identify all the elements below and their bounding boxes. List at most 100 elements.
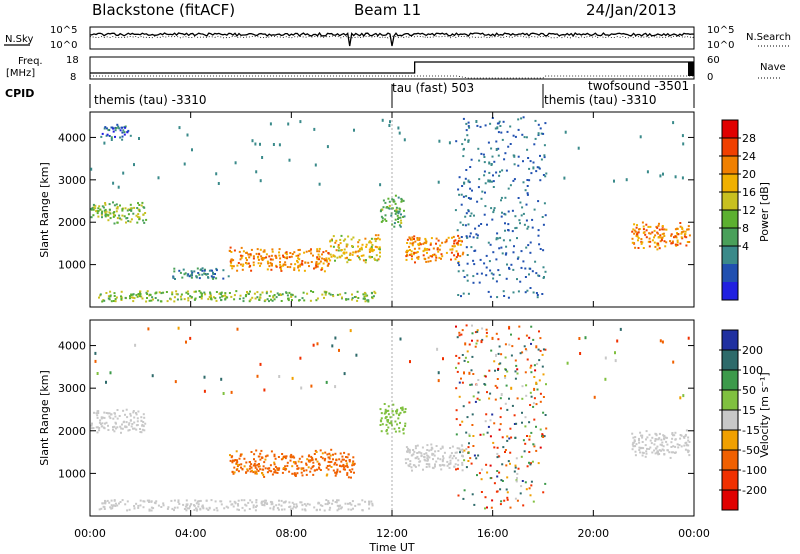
scatter-cell — [302, 467, 305, 470]
scatter-cell — [382, 199, 385, 202]
scatter-cell — [489, 419, 492, 422]
scatter-cell — [104, 215, 107, 218]
scatter-cell — [464, 215, 467, 218]
scatter-cell — [672, 121, 675, 125]
scatter-cell — [409, 249, 411, 251]
scatter-cell — [94, 351, 97, 355]
scatter-cell — [653, 241, 656, 244]
scatter-cell — [127, 208, 130, 211]
scatter-cell — [653, 443, 656, 446]
scatter-cell — [290, 293, 293, 296]
scatter-cell — [120, 427, 123, 430]
scatter-cell — [101, 132, 104, 135]
scatter-cell — [135, 294, 138, 297]
scatter-cell — [633, 223, 636, 226]
scatter-cell — [535, 449, 538, 452]
scatter-cell — [310, 248, 312, 251]
scatter-cell — [243, 509, 246, 512]
scatter-cell — [297, 460, 300, 463]
scatter-cell — [534, 119, 537, 122]
scatter-cell — [103, 299, 106, 302]
scatter-cell — [513, 423, 516, 425]
scatter-cell — [349, 259, 352, 261]
scatter-cell — [485, 274, 488, 277]
scatter-cell — [658, 228, 661, 231]
scatter-cell — [458, 356, 461, 359]
scatter-cell — [287, 299, 290, 302]
scatter-cell — [544, 214, 547, 217]
scatter-cell — [108, 412, 111, 415]
scatter-cell — [455, 433, 458, 436]
scatter-cell — [537, 229, 540, 232]
scatter-cell — [272, 468, 275, 471]
scatter-cell — [467, 197, 470, 199]
scatter-cell — [133, 416, 136, 419]
scatter-cell — [178, 502, 181, 505]
scatter-cell — [365, 245, 368, 248]
scatter-cell — [438, 248, 441, 251]
scatter-cell — [251, 469, 254, 472]
scatter-cell — [303, 299, 306, 302]
scatter-cell — [457, 260, 460, 263]
scatter-cell — [278, 248, 281, 251]
scatter-cell — [441, 446, 444, 449]
scatter-cell — [96, 416, 99, 419]
scatter-cell — [363, 297, 366, 300]
colorbar-swatch — [722, 430, 738, 451]
scatter-cell — [658, 432, 661, 435]
scatter-cell — [181, 276, 184, 279]
scatter-cell — [315, 509, 318, 512]
scatter-cell — [105, 421, 108, 424]
scatter-cell — [261, 456, 264, 459]
scatter-cell — [213, 508, 216, 511]
scatter-cell — [430, 448, 433, 451]
scatter-cell — [230, 251, 233, 253]
scatter-cell — [479, 125, 482, 128]
scatter-cell — [332, 254, 335, 257]
scatter-cell — [683, 444, 686, 447]
scatter-cell — [312, 291, 315, 293]
scatter-cell — [314, 469, 317, 472]
scatter-cell — [469, 187, 472, 190]
scatter-cell — [676, 443, 679, 446]
scatter-cell — [130, 425, 133, 428]
scatter-cell — [324, 503, 327, 506]
scatter-cell — [480, 468, 483, 471]
scatter-cell — [500, 196, 503, 199]
scatter-cell — [245, 259, 248, 262]
scatter-cell — [660, 449, 663, 452]
scatter-cell — [383, 403, 386, 405]
scatter-cell — [98, 429, 101, 432]
scatter-cell — [457, 459, 460, 462]
scatter-cell — [507, 145, 510, 148]
scatter-cell — [400, 222, 403, 224]
scatter-cell — [493, 482, 496, 485]
scatter-cell — [250, 466, 253, 469]
scatter-cell — [124, 207, 127, 210]
scatter-cell — [256, 463, 259, 466]
scatter-cell — [519, 492, 522, 495]
scatter-cell — [324, 457, 327, 460]
scatter-cell — [280, 294, 283, 296]
scatter-cell — [467, 210, 470, 213]
scatter-cell — [401, 409, 404, 412]
scatter-cell — [453, 245, 456, 248]
scatter-cell — [319, 449, 322, 452]
scatter-cell — [326, 503, 329, 506]
scatter-cell — [465, 431, 468, 434]
scatter-cell — [313, 127, 316, 131]
scatter-cell — [125, 221, 127, 224]
scatter-cell — [388, 422, 391, 425]
scatter-cell — [134, 343, 137, 347]
scatter-cell — [406, 251, 409, 253]
scatter-cell — [101, 300, 104, 303]
scatter-cell — [299, 265, 301, 268]
scatter-cell — [663, 453, 666, 455]
scatter-cell — [287, 122, 290, 126]
scatter-cell — [241, 467, 244, 470]
scatter-cell — [633, 440, 636, 443]
scatter-cell — [321, 267, 324, 270]
scatter-cell — [241, 254, 244, 257]
scatter-cell — [129, 134, 132, 137]
scatter-cell — [687, 444, 690, 447]
